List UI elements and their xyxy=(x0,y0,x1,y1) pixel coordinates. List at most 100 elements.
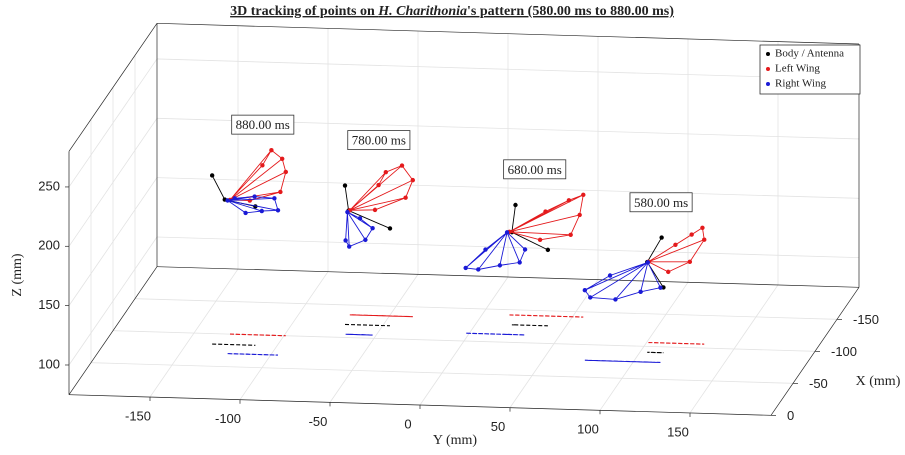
tracked-point xyxy=(566,198,572,203)
tracked-point xyxy=(280,156,285,161)
tracked-point xyxy=(613,297,618,302)
tracked-point xyxy=(269,147,274,153)
time-label: 580.00 ms xyxy=(634,195,688,210)
tracked-point xyxy=(259,208,264,214)
tracked-point xyxy=(504,230,510,235)
tracked-point xyxy=(522,247,528,252)
z-tick-label: 100 xyxy=(38,356,60,371)
tracked-point xyxy=(659,235,664,240)
tracked-point xyxy=(410,177,415,183)
time-label-box xyxy=(503,159,567,180)
x-tick-label: -50 xyxy=(809,376,828,391)
tracked-point xyxy=(399,163,405,168)
wing-line xyxy=(348,165,414,211)
legend-marker xyxy=(766,52,770,56)
shadow xyxy=(511,324,548,327)
tracked-point xyxy=(687,259,693,265)
tracked-point xyxy=(357,216,363,221)
tracked-point xyxy=(243,210,248,216)
wing-line xyxy=(508,194,584,241)
wing-line xyxy=(226,196,279,214)
legend-marker xyxy=(766,82,770,86)
z-tick-label: 250 xyxy=(38,178,60,193)
legend-marker xyxy=(766,67,770,71)
z-axis-label: Z (mm) xyxy=(10,253,25,296)
time-label-box xyxy=(629,192,693,213)
tracked-point xyxy=(376,182,381,188)
tracked-point xyxy=(283,169,288,175)
tracked-point xyxy=(260,163,265,168)
shadow xyxy=(584,359,661,364)
tracked-point xyxy=(689,232,694,237)
axis-edge xyxy=(156,266,860,288)
z-tick-label: 150 xyxy=(38,297,60,312)
tracked-point xyxy=(347,244,352,249)
tracked-point xyxy=(387,226,393,231)
tracked-point xyxy=(700,225,705,230)
shadow xyxy=(648,341,705,345)
tracked-point xyxy=(483,247,488,252)
tracked-point xyxy=(638,289,643,295)
tracked-point xyxy=(568,232,573,238)
shadow xyxy=(509,314,584,318)
grid-line xyxy=(156,177,860,199)
legend-label: Left Wing xyxy=(775,63,820,75)
shadow xyxy=(349,314,413,318)
time-label: 780.00 ms xyxy=(352,133,406,148)
tracked-point xyxy=(581,192,586,198)
tracked-point xyxy=(343,238,348,243)
tracked-point xyxy=(588,295,593,300)
x-tick-label: -150 xyxy=(853,312,879,327)
y-tick-label: 150 xyxy=(667,424,689,439)
tracked-point xyxy=(342,183,348,188)
tracked-point xyxy=(275,208,281,213)
shadow xyxy=(227,353,279,356)
x-tick-label: -100 xyxy=(831,344,857,359)
tracked-point xyxy=(582,287,588,293)
y-tick-label: -150 xyxy=(125,408,151,423)
tracked-point xyxy=(372,207,378,213)
grid-line xyxy=(68,177,158,306)
tracked-point xyxy=(702,237,707,242)
axis-edge xyxy=(156,22,860,45)
chart-title: 3D tracking of points on H. Charithonia'… xyxy=(230,4,674,19)
legend-label: Right Wing xyxy=(775,78,826,90)
tracked-point xyxy=(577,212,582,218)
x-axis-label: X (mm) xyxy=(856,374,901,389)
y-tick-label: 50 xyxy=(491,419,505,434)
grid-line xyxy=(68,118,158,247)
shadow xyxy=(345,333,373,336)
title-part: 3D tracking of points on xyxy=(230,4,378,19)
grid-line xyxy=(156,58,860,81)
tracked-point xyxy=(607,273,613,278)
tracked-point xyxy=(517,260,522,265)
tracked-point xyxy=(537,237,543,243)
tracked-point xyxy=(545,247,551,253)
y-tick-label: 0 xyxy=(404,416,411,431)
tracked-point xyxy=(403,195,408,200)
tracked-point xyxy=(278,189,283,195)
title-part: H. Charithonia xyxy=(377,4,467,19)
shadow xyxy=(344,323,391,327)
tracked-point xyxy=(232,196,237,201)
tracked-point xyxy=(666,269,671,275)
grid-line xyxy=(90,362,794,384)
tracked-point xyxy=(513,202,518,208)
axis-edge xyxy=(68,266,158,395)
tracked-point xyxy=(658,285,663,290)
wing-line xyxy=(228,149,287,202)
tracked-point xyxy=(363,237,368,243)
shadow xyxy=(212,343,256,346)
tracked-point xyxy=(225,198,230,203)
y-tick-label: 100 xyxy=(577,422,599,437)
time-label-box xyxy=(231,114,295,135)
tracked-point xyxy=(645,260,651,265)
shadow xyxy=(465,332,526,336)
x-tick-label: 0 xyxy=(787,408,794,423)
tracked-point xyxy=(272,196,277,201)
tracked-point xyxy=(543,209,548,214)
grid-line xyxy=(156,236,860,259)
tracked-point xyxy=(673,242,678,247)
z-tick-label: 200 xyxy=(38,238,60,253)
